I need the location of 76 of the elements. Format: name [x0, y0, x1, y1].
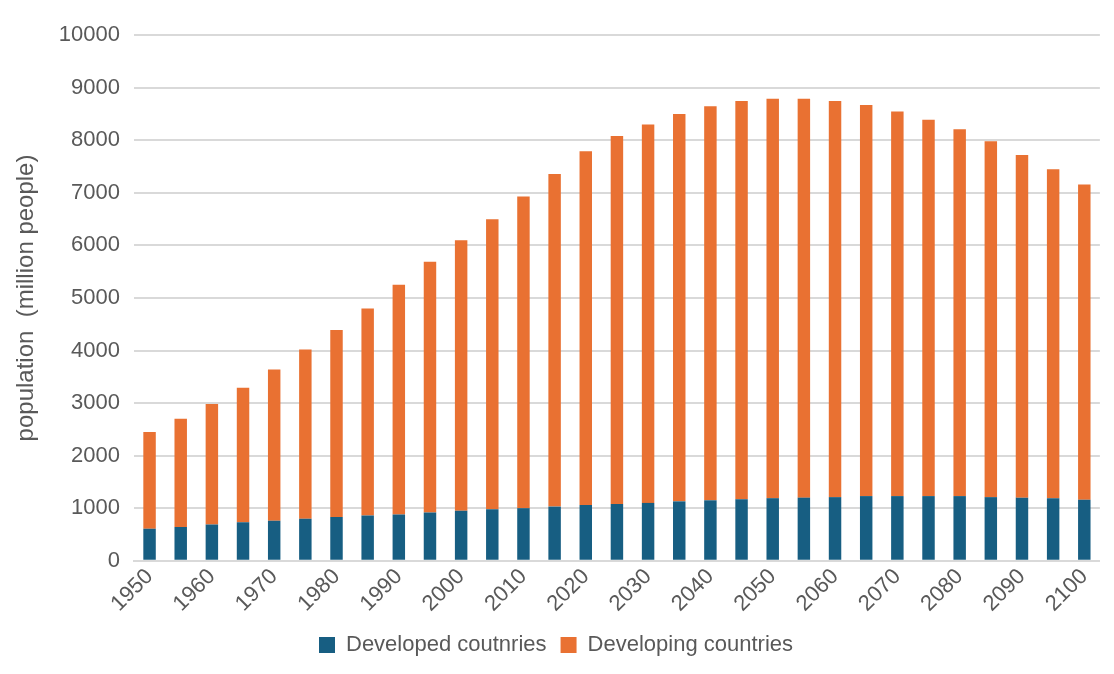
- bar: [143, 528, 156, 560]
- bar: [891, 111, 904, 497]
- bar: [361, 515, 374, 560]
- bar: [517, 196, 530, 509]
- bar: [984, 141, 998, 498]
- y-tick-label: 2000: [71, 441, 120, 467]
- bar: [1015, 497, 1029, 560]
- bar: [610, 136, 624, 504]
- bar: [1046, 169, 1060, 499]
- y-tick-label: 5000: [71, 284, 120, 310]
- y-axis-title: population (million people): [11, 154, 39, 442]
- y-tick-label: 7000: [71, 178, 120, 204]
- bar: [704, 500, 717, 560]
- bar: [891, 496, 904, 560]
- y-tick-label: 9000: [71, 73, 120, 99]
- bar: [641, 502, 655, 560]
- bar: [797, 497, 811, 560]
- bar: [392, 284, 406, 515]
- bar: [735, 100, 748, 500]
- y-tick-label: 3000: [71, 389, 120, 415]
- bar: [984, 497, 998, 560]
- bar: [797, 98, 811, 498]
- bar: [766, 498, 779, 560]
- bar: [143, 431, 156, 529]
- bar: [330, 330, 343, 518]
- legend-label: Developing countries: [587, 631, 794, 657]
- bar: [859, 496, 873, 560]
- bar: [174, 527, 187, 560]
- bar: [205, 404, 219, 525]
- bar: [299, 518, 312, 560]
- bar: [236, 522, 250, 560]
- bar: [922, 496, 935, 560]
- bar: [1046, 498, 1060, 560]
- bar: [1078, 499, 1091, 560]
- bar: [610, 503, 624, 560]
- bar: [953, 129, 966, 497]
- bar: [330, 517, 343, 560]
- bar: [828, 100, 842, 498]
- bar: [486, 219, 499, 510]
- bar: [548, 173, 561, 507]
- bar: [517, 508, 530, 560]
- bar: [1015, 155, 1029, 498]
- bar: [766, 98, 779, 499]
- bar: [828, 497, 842, 560]
- bar: [673, 501, 686, 560]
- y-tick-label: 1000: [71, 494, 120, 520]
- bar: [673, 114, 686, 502]
- y-tick-label: 8000: [71, 126, 120, 152]
- bar: [205, 524, 219, 560]
- bar: [548, 506, 561, 560]
- legend-label: Developed coutnries: [345, 631, 547, 657]
- y-tick-label: 6000: [71, 231, 120, 257]
- y-tick-label: 10000: [58, 21, 120, 47]
- bar: [454, 510, 468, 560]
- bar: [299, 349, 312, 519]
- bar: [361, 308, 374, 516]
- y-tick-label: 0: [107, 546, 120, 572]
- bar: [922, 119, 935, 497]
- bar: [704, 106, 717, 501]
- bar: [267, 520, 281, 560]
- bar: [579, 505, 592, 560]
- bar: [735, 499, 748, 560]
- bar: [236, 387, 250, 523]
- bar: [454, 240, 468, 511]
- bar: [267, 369, 281, 521]
- bar: [1078, 184, 1091, 500]
- bar: [579, 151, 592, 506]
- bar: [423, 261, 437, 513]
- bar: [423, 512, 437, 560]
- bar: [392, 514, 406, 560]
- y-tick-label: 4000: [71, 336, 120, 362]
- bar: [486, 509, 499, 560]
- bar: [174, 418, 187, 528]
- bar: [641, 124, 655, 503]
- bar: [859, 105, 873, 497]
- bar: [953, 496, 966, 560]
